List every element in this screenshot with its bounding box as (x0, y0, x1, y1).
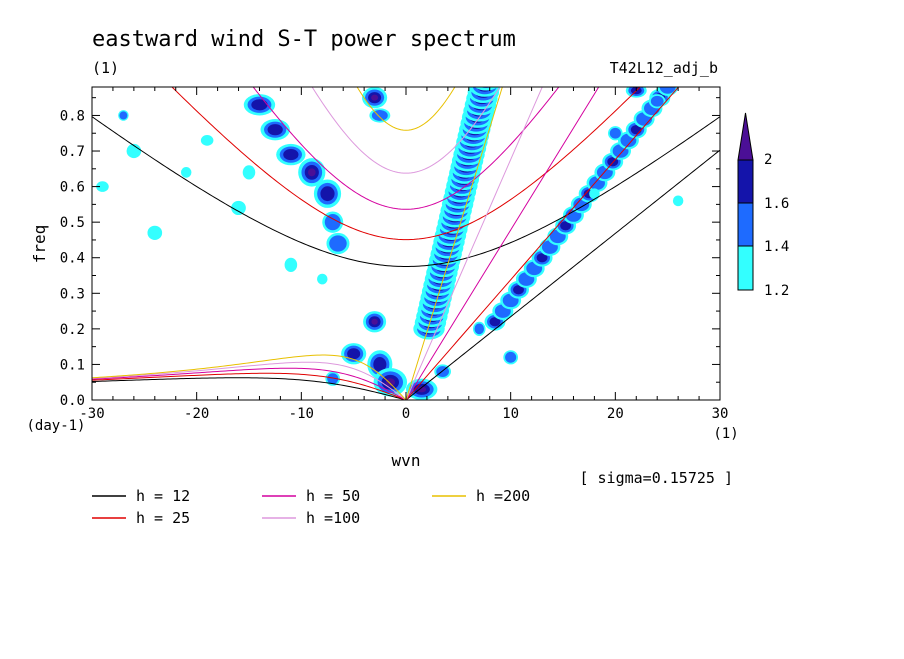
chart-subtitle-left: (1) (92, 59, 119, 77)
dispersion-curve-h200-rossby (92, 354, 407, 400)
x-tick-label: -10 (289, 406, 314, 422)
y-tick-label: 0.6 (60, 180, 85, 196)
x-tick-label: 0 (402, 406, 410, 422)
contour-blob (609, 127, 621, 139)
contour-blob (126, 143, 142, 159)
legend: h = 12 h = 25 h = 50 h =100 h =200 (92, 487, 530, 527)
contour-blob (347, 348, 361, 360)
contour-blob (489, 317, 501, 327)
dispersion-curve-h200-gravity (356, 87, 456, 131)
contour-blob (672, 195, 684, 207)
contour-blob (482, 77, 491, 83)
colorbar-level-label: 1.4 (764, 239, 789, 255)
dispersion-curve-h50-kelvin (405, 87, 600, 400)
dispersion-curve-h100-gravity (311, 87, 501, 174)
colorbar-level-label: 1.2 (764, 283, 789, 299)
contour-blob (650, 95, 664, 107)
y-tick-label: 0.5 (60, 215, 85, 231)
legend-label-h12: h = 12 (136, 487, 190, 505)
contour-blob (200, 135, 214, 146)
colorbar-extension (737, 112, 754, 161)
contour-blob (474, 87, 498, 91)
dispersion-curve-h50-rossby (92, 367, 407, 400)
x-tick-label: 10 (502, 406, 519, 422)
contour-blob (373, 357, 387, 372)
dispersion-curve-h50-gravity (252, 87, 560, 210)
colorbar-level-label: 1.6 (764, 196, 789, 212)
dispersion-curve-h25-rossby (92, 372, 407, 400)
x-axis-label: wvn (392, 451, 421, 470)
contour-blob (242, 165, 256, 180)
y-axis-label: freq (30, 225, 49, 264)
contour-blob (659, 87, 676, 94)
contour-blob (327, 373, 339, 385)
contour-blob (560, 221, 572, 231)
axes: -30 -20 -10 0 10 20 30 0.0 0.1 0.2 0.3 0.4 0.5 0.6 0.7… (60, 87, 729, 422)
contour-fill-layer (96, 74, 684, 400)
contour-blob (371, 318, 378, 325)
y-tick-label: 0.3 (60, 286, 85, 302)
legend-label-h25: h = 25 (136, 509, 190, 527)
contour-blob (474, 323, 485, 335)
x-unit-label: (1) (713, 426, 738, 442)
contour-blob (267, 124, 283, 136)
colorbar-swatch-2 (737, 159, 754, 204)
contour-blob (324, 214, 341, 231)
dispersion-curve-h100-kelvin (405, 87, 543, 400)
contour-blob (589, 188, 600, 200)
y-tick-label: 0.0 (60, 393, 85, 409)
contour-blob (385, 378, 395, 387)
contour-blob (231, 200, 246, 216)
y-tick-label: 0.4 (60, 251, 85, 267)
contour-blob (472, 87, 497, 95)
contour-blob (251, 99, 268, 111)
colorbar-swatch-1 (737, 202, 754, 247)
dispersion-curve-h25-kelvin (405, 87, 680, 400)
dispersion-curve-h12-rossby (92, 377, 407, 400)
dispersion-curve-h200-kelvin (405, 87, 503, 400)
legend-label-h100: h =100 (306, 509, 360, 527)
x-tick-label: -20 (184, 406, 209, 422)
contour-blob (513, 285, 524, 295)
contour-blob (536, 253, 548, 263)
contour-blob (284, 257, 298, 272)
legend-label-h50: h = 50 (306, 487, 360, 505)
y-unit-label: (day-1) (26, 418, 85, 434)
chart-subtitle-right: T42L12_adj_b (610, 59, 718, 77)
contour-blob (329, 235, 347, 252)
contour-blob (119, 111, 128, 120)
colorbar-swatch-0 (737, 245, 754, 291)
colorbar: 1.2 1.4 1.6 2 (737, 112, 789, 299)
dispersion-curve-h12-kelvin (405, 149, 720, 400)
chart-title: eastward wind S-T power spectrum (92, 27, 516, 52)
contour-blob (317, 273, 328, 285)
y-tick-label: 0.2 (60, 322, 85, 338)
contour-blob (180, 167, 192, 178)
legend-label-h200: h =200 (476, 487, 530, 505)
contour-blob (147, 225, 163, 240)
contour-blob (307, 168, 316, 177)
contour-blob (417, 386, 427, 393)
dispersion-curve-h100-rossby (92, 361, 407, 400)
contour-blob (478, 74, 494, 85)
x-tick-label: 20 (607, 406, 624, 422)
x-tick-label: -30 (79, 406, 104, 422)
contour-blob (480, 87, 492, 88)
colorbar-level-label: 2 (764, 152, 772, 168)
x-tick-label: 30 (712, 406, 729, 422)
y-tick-label: 0.7 (60, 144, 85, 160)
contour-blob (371, 94, 379, 101)
dispersion-curve-h25-gravity (171, 87, 641, 241)
y-tick-label: 0.1 (60, 357, 85, 373)
dispersion-curve-h12-gravity (92, 116, 720, 267)
dispersion-curve-layer (92, 87, 720, 400)
contour-blob (505, 351, 517, 363)
y-tick-label: 0.8 (60, 108, 85, 124)
contour-blob (96, 181, 109, 192)
contour-blob (320, 186, 335, 202)
sigma-annotation: [ sigma=0.15725 ] (579, 469, 733, 487)
contour-blob (283, 149, 299, 161)
